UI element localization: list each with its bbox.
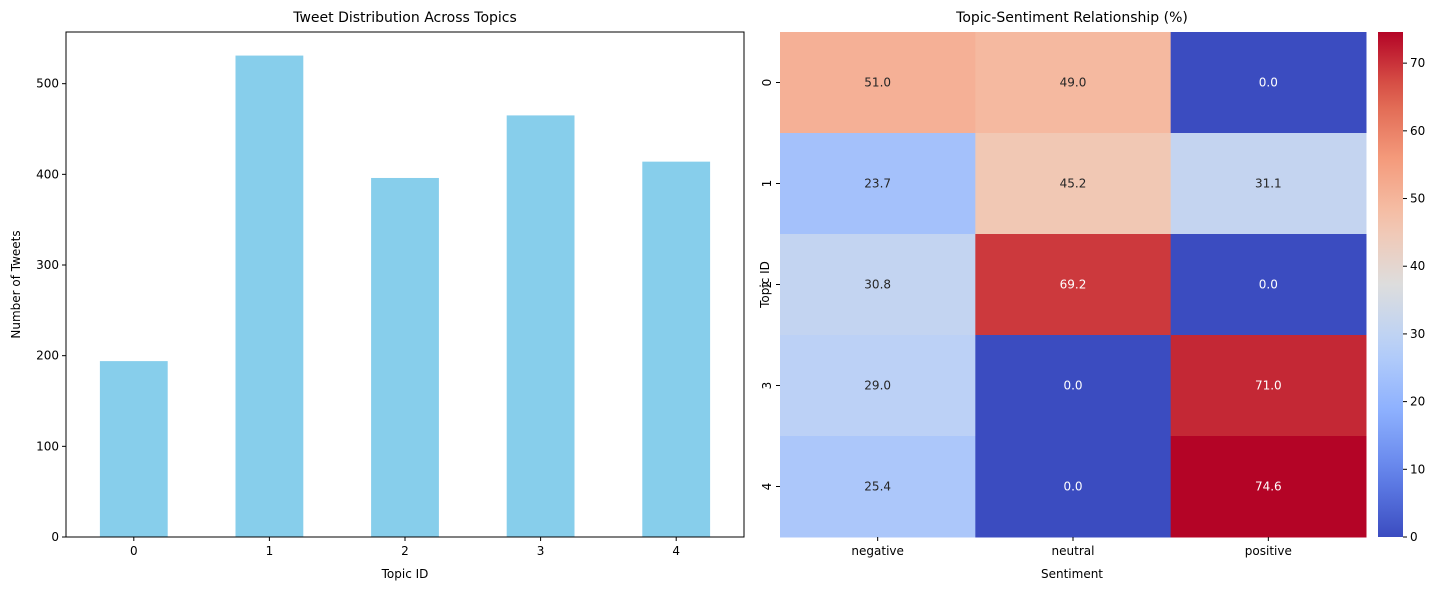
heatmap-cell-label: 0.0: [1259, 278, 1278, 292]
bar-chart-title: Tweet Distribution Across Topics: [292, 10, 517, 26]
bar-y-axis-label: Number of Tweets: [9, 230, 23, 338]
heatmap-cell: [975, 234, 1172, 336]
bar-y-tick-label: 100: [36, 439, 59, 453]
heatmap: Topic-Sentiment Relationship (%) 51.0 49.…: [758, 10, 1367, 581]
heatmap-cell: [975, 32, 1172, 134]
heatmap-cell-label: 31.1: [1255, 177, 1282, 191]
colorbar-ticks: 0 10 20 30 40 50 60 70: [1403, 56, 1425, 544]
heatmap-cell: [1170, 234, 1367, 336]
heatmap-cell-label: 45.2: [1060, 177, 1087, 191]
heatmap-cell-label: 25.4: [864, 480, 891, 494]
heatmap-cell-label: 71.0: [1255, 379, 1282, 393]
heatmap-cell: [975, 335, 1172, 437]
bar-x-tick-label: 1: [266, 544, 274, 558]
heatmap-cell: [1170, 335, 1367, 437]
heatmap-cell: [780, 32, 976, 134]
bar-x-tick-label: 4: [672, 544, 680, 558]
heatmap-cell-label: 23.7: [864, 177, 891, 191]
heatmap-cell-labels: 51.0 49.0 0.0 23.7 45.2 31.1 30.8 69.2 0.0 29.0 0.…: [864, 76, 1281, 494]
colorbar-tick-label: 70: [1410, 56, 1425, 70]
bar-y-tick-label: 400: [36, 167, 59, 181]
bar-0: [99, 361, 168, 537]
bar-marks: [99, 55, 711, 538]
heatmap-cell: [1170, 133, 1367, 235]
heatmap-x-tick-label: positive: [1245, 544, 1292, 558]
colorbar-tick-label: 20: [1410, 395, 1425, 409]
heatmap-cell: [1170, 32, 1367, 134]
heatmap-cell: [780, 335, 976, 437]
colorbar-tick-label: 0: [1410, 530, 1418, 544]
bar-chart: Tweet Distribution Across Topics 0100200…: [9, 10, 745, 581]
heatmap-y-tick-label: 1: [760, 180, 774, 188]
bar-y-tick-label: 0: [51, 530, 59, 544]
heatmap-y-axis-label: Topic ID: [758, 261, 772, 309]
heatmap-x-tick-label: negative: [851, 544, 903, 558]
heatmap-cell-label: 29.0: [864, 379, 891, 393]
heatmap-cell-label: 49.0: [1060, 76, 1087, 90]
bar-y-tick-label: 300: [36, 258, 59, 272]
heatmap-y-tick-label: 4: [760, 483, 774, 491]
colorbar-tick-label: 30: [1410, 327, 1425, 341]
bar-2: [371, 177, 439, 537]
heatmap-y-tick-label: 0: [760, 79, 774, 87]
heatmap-cell-label: 0.0: [1063, 480, 1082, 494]
heatmap-cell: [975, 436, 1172, 538]
heatmap-cell-label: 30.8: [864, 278, 891, 292]
bar-plot-frame: [65, 31, 745, 538]
heatmap-cell-label: 0.0: [1259, 76, 1278, 90]
heatmap-cell-label: 0.0: [1063, 379, 1082, 393]
heatmap-cell: [1170, 436, 1367, 538]
colorbar-tick-label: 50: [1410, 192, 1425, 206]
bar-y-tick-label: 200: [36, 349, 59, 363]
bar-x-tick-label: 2: [401, 544, 409, 558]
heatmap-cell: [975, 133, 1172, 235]
heatmap-title: Topic-Sentiment Relationship (%): [955, 10, 1188, 26]
colorbar-tick-label: 10: [1410, 462, 1425, 476]
bar-3: [506, 115, 575, 537]
heatmap-x-tick-label: neutral: [1052, 544, 1095, 558]
heatmap-y-tick-label: 2: [760, 281, 774, 289]
heatmap-x-axis-label: Sentiment: [1041, 567, 1103, 581]
heatmap-y-ticks: 0 1 2 3 4: [760, 79, 780, 491]
bar-1: [235, 55, 304, 537]
bar-x-tick-label: 0: [130, 544, 138, 558]
bar-x-axis-label: Topic ID: [381, 567, 429, 581]
heatmap-cell: [780, 133, 976, 235]
heatmap-cell: [780, 234, 976, 336]
bar-y-tick-label: 500: [36, 77, 59, 91]
bar-x-tick-label: 3: [537, 544, 545, 558]
colorbar-gradient: [1378, 32, 1403, 537]
colorbar: 0 10 20 30 40 50 60 70: [1378, 32, 1425, 544]
heatmap-cell: [780, 436, 976, 538]
colorbar-tick-label: 40: [1410, 259, 1425, 273]
bar-x-ticks: 0 1 2 3 4: [130, 537, 680, 558]
heatmap-cells: [780, 32, 1367, 538]
bar-4: [642, 161, 711, 538]
bar-y-ticks: 0 100 200 300 400 500: [36, 77, 66, 544]
heatmap-cell-label: 74.6: [1255, 480, 1282, 494]
heatmap-x-ticks: negative neutral positive: [851, 537, 1292, 558]
colorbar-tick-label: 60: [1410, 124, 1425, 138]
heatmap-cell-label: 69.2: [1060, 278, 1087, 292]
heatmap-y-tick-label: 3: [760, 382, 774, 390]
heatmap-cell-label: 51.0: [864, 76, 891, 90]
